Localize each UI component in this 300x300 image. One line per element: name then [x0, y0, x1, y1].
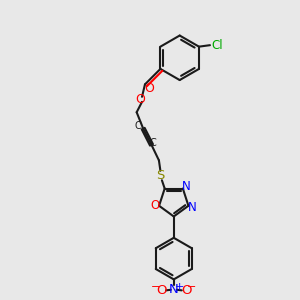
Text: N: N: [188, 201, 197, 214]
Text: O: O: [181, 284, 191, 297]
Text: +: +: [175, 282, 184, 292]
Text: Cl: Cl: [212, 39, 224, 52]
Text: −: −: [151, 282, 160, 292]
Text: O: O: [150, 199, 160, 212]
Text: O: O: [156, 284, 166, 297]
Text: N: N: [182, 180, 191, 193]
Text: O: O: [136, 93, 146, 106]
Text: −: −: [187, 282, 196, 292]
Text: S: S: [156, 169, 165, 182]
Text: O: O: [144, 82, 154, 95]
Text: N: N: [169, 283, 178, 296]
Text: C: C: [150, 137, 156, 148]
Text: C: C: [134, 121, 141, 131]
